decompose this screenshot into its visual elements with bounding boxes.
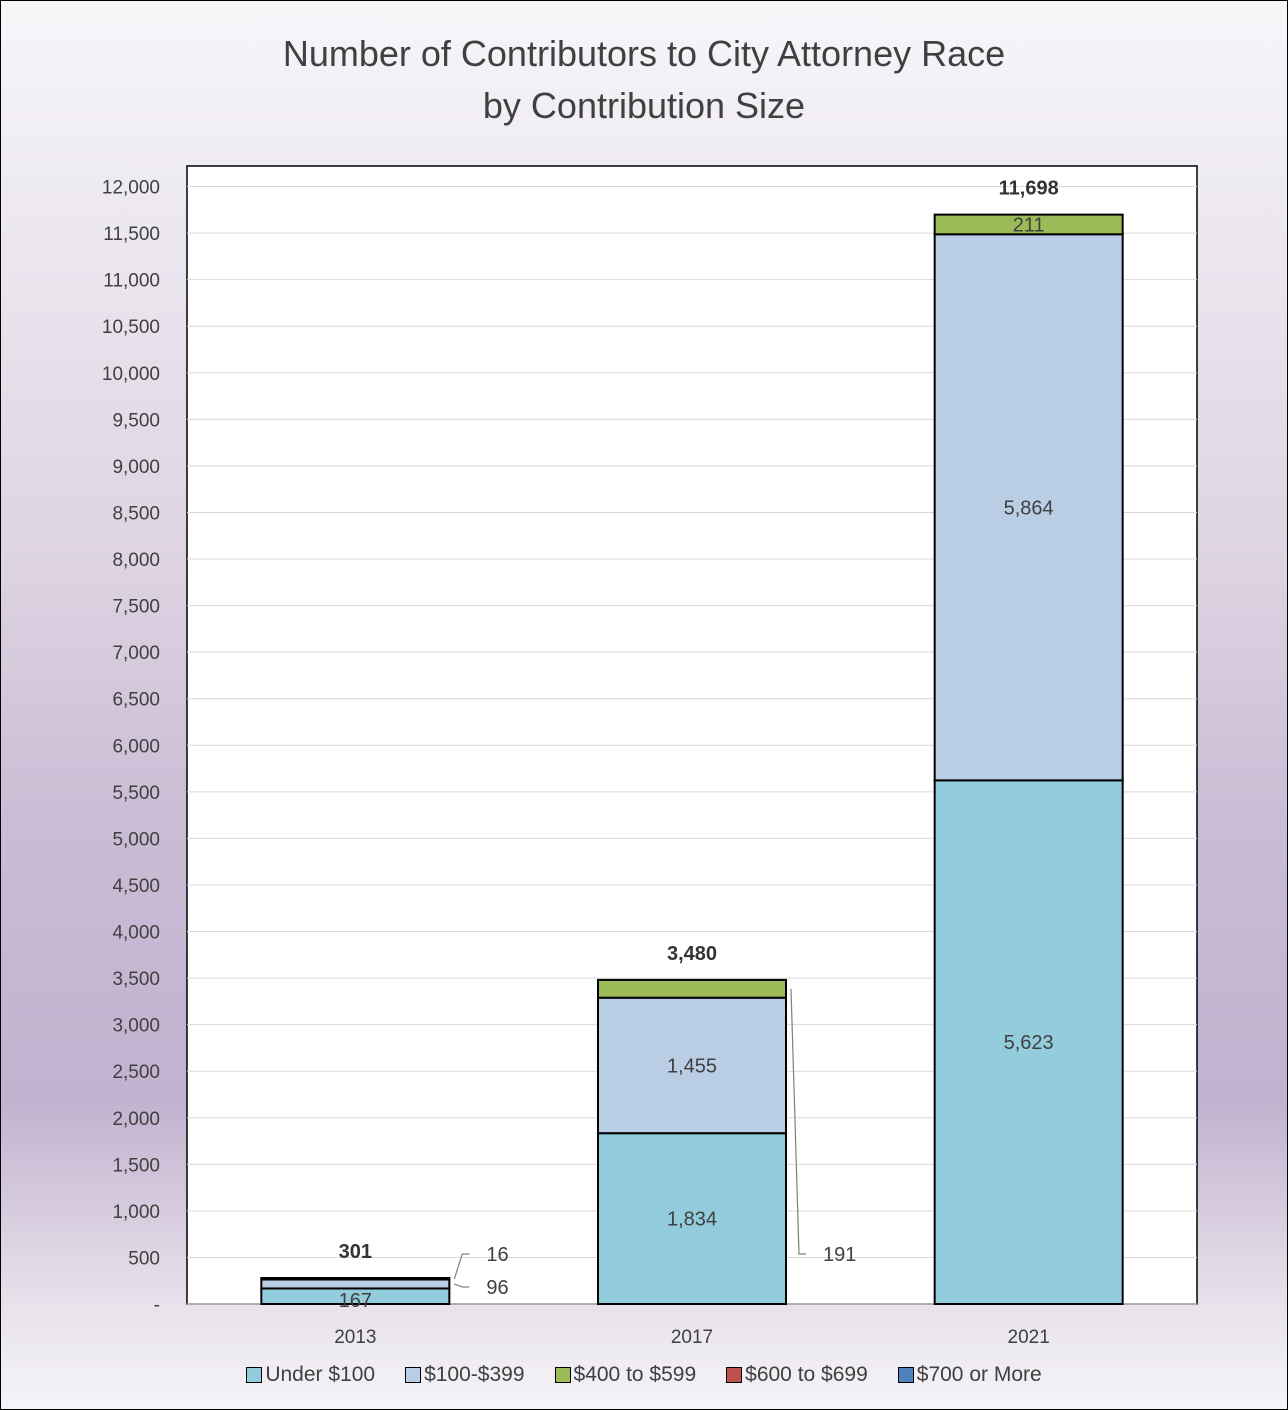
legend-swatch — [405, 1367, 422, 1383]
legend-item: $400 to $599 — [554, 1363, 697, 1387]
chart-legend: Under $100 $100-$399 $400 to $599 $600 to $… — [0, 1363, 1288, 1387]
leader-line — [453, 1253, 470, 1279]
legend-label: $100-$399 — [424, 1363, 525, 1386]
chart-title-line-2: by Contribution Size — [482, 85, 806, 126]
y-tick-label: 7,500 — [112, 597, 160, 618]
y-tick-label: 4,500 — [112, 876, 160, 897]
bar-segment — [933, 233, 1124, 782]
y-tick-label: 8,500 — [112, 503, 160, 524]
y-tick-label: 9,500 — [112, 410, 160, 431]
y-tick-label: - — [154, 1295, 160, 1316]
y-tick-label: 2,000 — [112, 1109, 160, 1130]
data-label: 1,834 — [667, 1209, 717, 1231]
legend-item: $700 or More — [897, 1363, 1042, 1387]
legend-label: $600 to $699 — [745, 1363, 868, 1386]
y-tick-label: 11,000 — [103, 271, 160, 292]
y-tick-label: 6,500 — [112, 690, 160, 711]
leader-line — [454, 1283, 470, 1288]
y-tick-label: 7,000 — [112, 643, 160, 664]
y-tick-label: 12,000 — [102, 178, 160, 199]
bar-total-label: 301 — [339, 1241, 372, 1263]
bar-segment — [933, 213, 1124, 236]
legend-swatch — [246, 1367, 263, 1383]
bar-segment — [260, 1277, 451, 1281]
y-tick-label: 4,000 — [112, 923, 160, 944]
legend-label: $700 or More — [916, 1363, 1042, 1386]
x-tick-label: 2017 — [671, 1327, 713, 1348]
data-label: 211 — [1013, 214, 1045, 236]
y-tick-label: 6,000 — [112, 736, 160, 757]
bar-segment — [597, 1132, 787, 1305]
data-label: 167 — [339, 1290, 372, 1312]
x-tick-label: 2021 — [1008, 1327, 1050, 1348]
legend-item: Under $100 — [246, 1363, 375, 1387]
legend-swatch — [726, 1367, 743, 1383]
y-tick-label: 3,500 — [112, 969, 160, 990]
bar-segment — [597, 996, 787, 1135]
bar-segment — [260, 1278, 451, 1290]
bar-total-label: 11,698 — [999, 178, 1059, 200]
data-label: 1,455 — [667, 1055, 717, 1077]
y-tick-label: 5,000 — [112, 829, 160, 850]
data-label: 5,623 — [1004, 1032, 1054, 1054]
legend-swatch — [554, 1367, 571, 1383]
legend-item: $600 to $699 — [726, 1363, 868, 1387]
y-tick-label: 2,500 — [112, 1062, 160, 1083]
legend-label: Under $100 — [265, 1363, 376, 1386]
legend-swatch — [897, 1367, 914, 1383]
y-tick-label: 9,000 — [112, 457, 160, 478]
y-tick-label: 8,000 — [112, 550, 160, 571]
data-label: 191 — [823, 1244, 856, 1266]
y-tick-label: 500 — [128, 1248, 160, 1269]
legend-label: $400 to $599 — [573, 1363, 697, 1386]
y-tick-label: 3,000 — [112, 1016, 160, 1037]
chart-title: Number of Contributors to City Attorney … — [0, 28, 1288, 132]
chart-title-line-1: Number of Contributors to City Attorney … — [282, 33, 1006, 74]
x-tick-label: 2013 — [334, 1327, 376, 1348]
y-tick-label: 10,500 — [102, 317, 160, 338]
bar-total-label: 3,480 — [667, 943, 717, 965]
y-tick-label: 10,000 — [102, 364, 160, 385]
y-tick-label: 5,500 — [112, 783, 160, 804]
leader-line — [790, 988, 806, 1255]
legend-item: $100-$399 — [405, 1363, 525, 1387]
data-label: 16 — [486, 1244, 508, 1266]
data-label: 96 — [486, 1277, 508, 1299]
y-tick-label: 11,500 — [103, 224, 160, 245]
bar-segment — [933, 779, 1124, 1305]
data-label: 5,864 — [1004, 497, 1054, 519]
y-tick-label: 1,000 — [112, 1202, 160, 1223]
bar-segment — [597, 978, 787, 999]
y-tick-label: 1,500 — [112, 1155, 160, 1176]
